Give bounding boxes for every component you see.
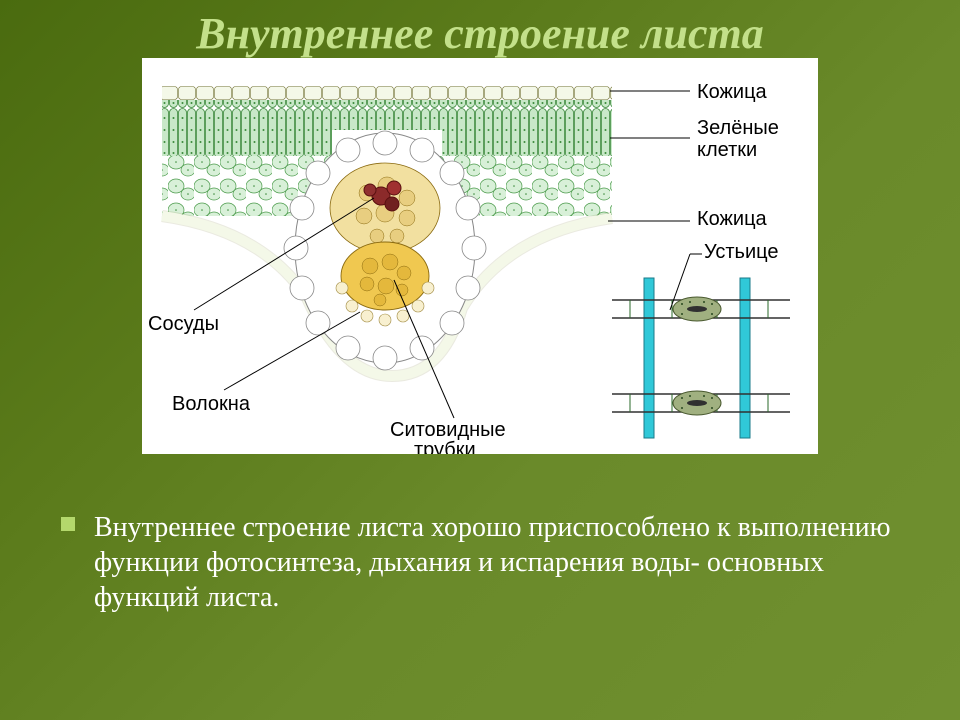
slide-title: Внутреннее строение листа: [0, 8, 960, 59]
stomata-detail: [612, 278, 790, 438]
body-text-block: Внутреннее строение листа хорошо приспос…: [60, 510, 900, 615]
label-epidermis-top: Кожица: [697, 81, 768, 103]
title-text: Внутреннее строение листа: [196, 9, 764, 58]
label-sieve: Ситовидные: [390, 419, 506, 441]
detail-vessel-1: [644, 278, 654, 438]
detail-vessel-2: [740, 278, 750, 438]
bullet-icon: [60, 516, 76, 532]
label-epidermis-bottom: Кожица: [697, 208, 768, 230]
body-text: Внутреннее строение листа хорошо приспос…: [94, 510, 900, 615]
stoma-1: [673, 297, 721, 321]
cross-section: [162, 86, 612, 378]
label-sieve-line2: трубки: [414, 439, 476, 454]
label-green-cells-1: Зелёные: [697, 117, 779, 139]
diagram-svg: Кожица Зелёные Кожица Устьице Сосуды Вол…: [142, 58, 818, 454]
vascular-bundle: [284, 131, 486, 370]
label-stomata: Устьице: [704, 241, 778, 263]
leaf-diagram: Кожица Зелёные Кожица Устьице Сосуды Вол…: [142, 58, 818, 454]
palisade-center: [332, 100, 442, 130]
stoma-2: [673, 391, 721, 415]
palisade-right: [442, 100, 612, 156]
palisade-left: [162, 100, 332, 156]
label-fibers: Волокна: [172, 393, 251, 415]
label-vessels: Сосуды: [148, 313, 219, 335]
upper-epidermis: [162, 86, 612, 100]
label-green-cells-line2: клетки: [697, 139, 757, 161]
